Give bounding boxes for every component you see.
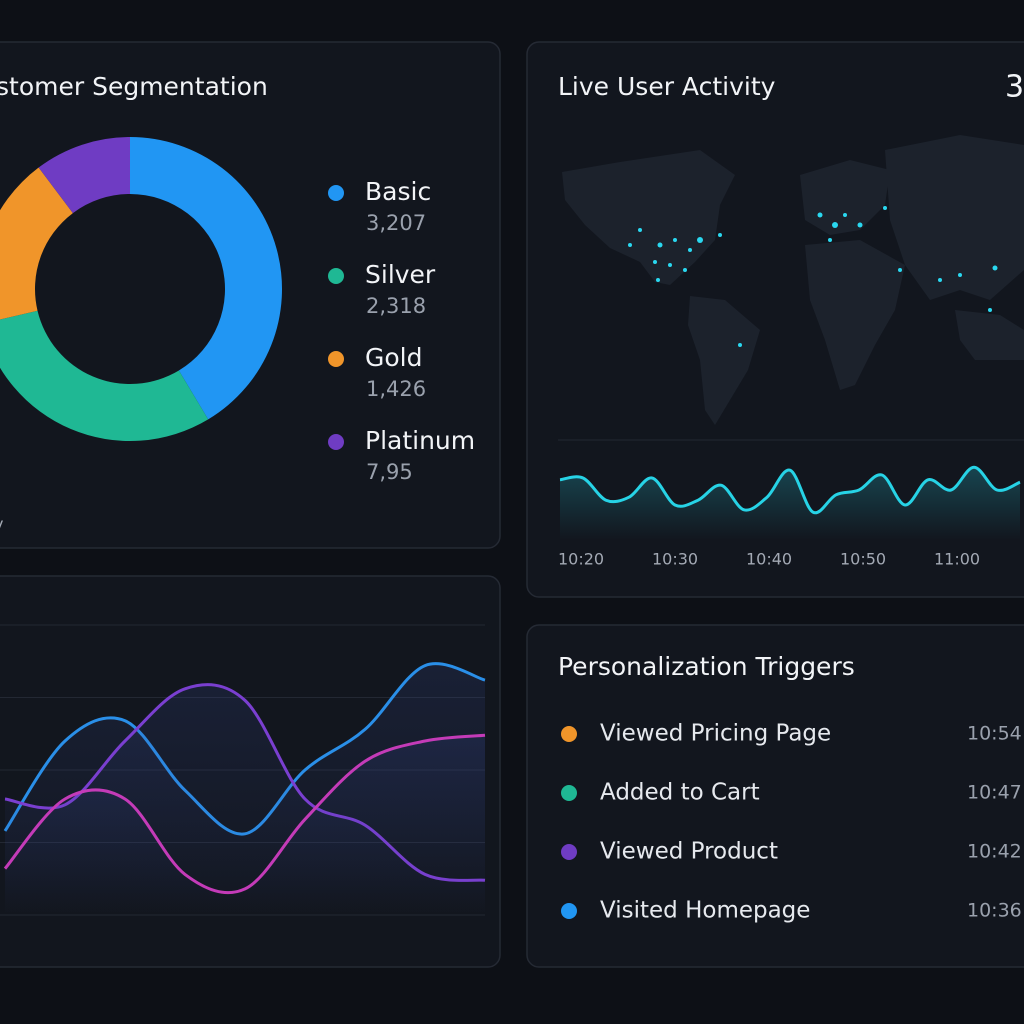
legend-swatch [328, 268, 344, 284]
legend-value: 2,318 [366, 294, 426, 318]
legend-label: Platinum [365, 426, 475, 455]
legend-label: Basic [365, 177, 431, 206]
panel-title: Personalization Triggers [558, 652, 855, 681]
donut-segment [0, 167, 73, 320]
legend-value: 1,426 [366, 377, 426, 401]
legend-value: 7,95 [366, 460, 413, 484]
trigger-dot [561, 726, 577, 742]
x-tick-label: 10:30 [652, 550, 698, 569]
x-tick-label: 10:50 [840, 550, 886, 569]
x-tick-label: 10:40 [746, 550, 792, 569]
legend-swatch [328, 434, 344, 450]
world-map [562, 135, 1024, 425]
legend-swatch [328, 185, 344, 201]
activity-area [560, 467, 1020, 540]
trend-line [3, 733, 486, 895]
trigger-time: 10:42 [967, 841, 1022, 863]
trigger-dot [561, 785, 577, 801]
legend-swatch [328, 351, 344, 367]
triggers-panel [526, 624, 1024, 968]
legend-label: Silver [365, 260, 436, 289]
donut-segment [0, 310, 209, 441]
trigger-time: 10:47 [967, 782, 1022, 804]
activity-line [559, 465, 1021, 515]
trigger-dot [561, 844, 577, 860]
legend-label: Gold [365, 343, 422, 372]
legend-value: 3,207 [366, 211, 426, 235]
trigger-dot [561, 903, 577, 919]
trigger-label: Viewed Product [600, 839, 778, 865]
trigger-label: Visited Homepage [600, 898, 810, 924]
panel-title: Live User Activity [558, 72, 776, 101]
trigger-time: 10:54 [967, 723, 1022, 745]
trigger-time: 10:36 [967, 900, 1022, 922]
trigger-label: Viewed Pricing Page [600, 721, 831, 747]
footnote: y [0, 515, 3, 534]
x-tick-label: 11:00 [934, 550, 980, 569]
trend-area [5, 735, 485, 915]
donut-segment [38, 137, 130, 214]
counter: 3 [1005, 70, 1024, 105]
panel-title: stomer Segmentation [0, 72, 268, 101]
donut-segment [130, 137, 282, 420]
trigger-label: Added to Cart [600, 780, 760, 806]
x-tick-label: 10:20 [558, 550, 604, 569]
